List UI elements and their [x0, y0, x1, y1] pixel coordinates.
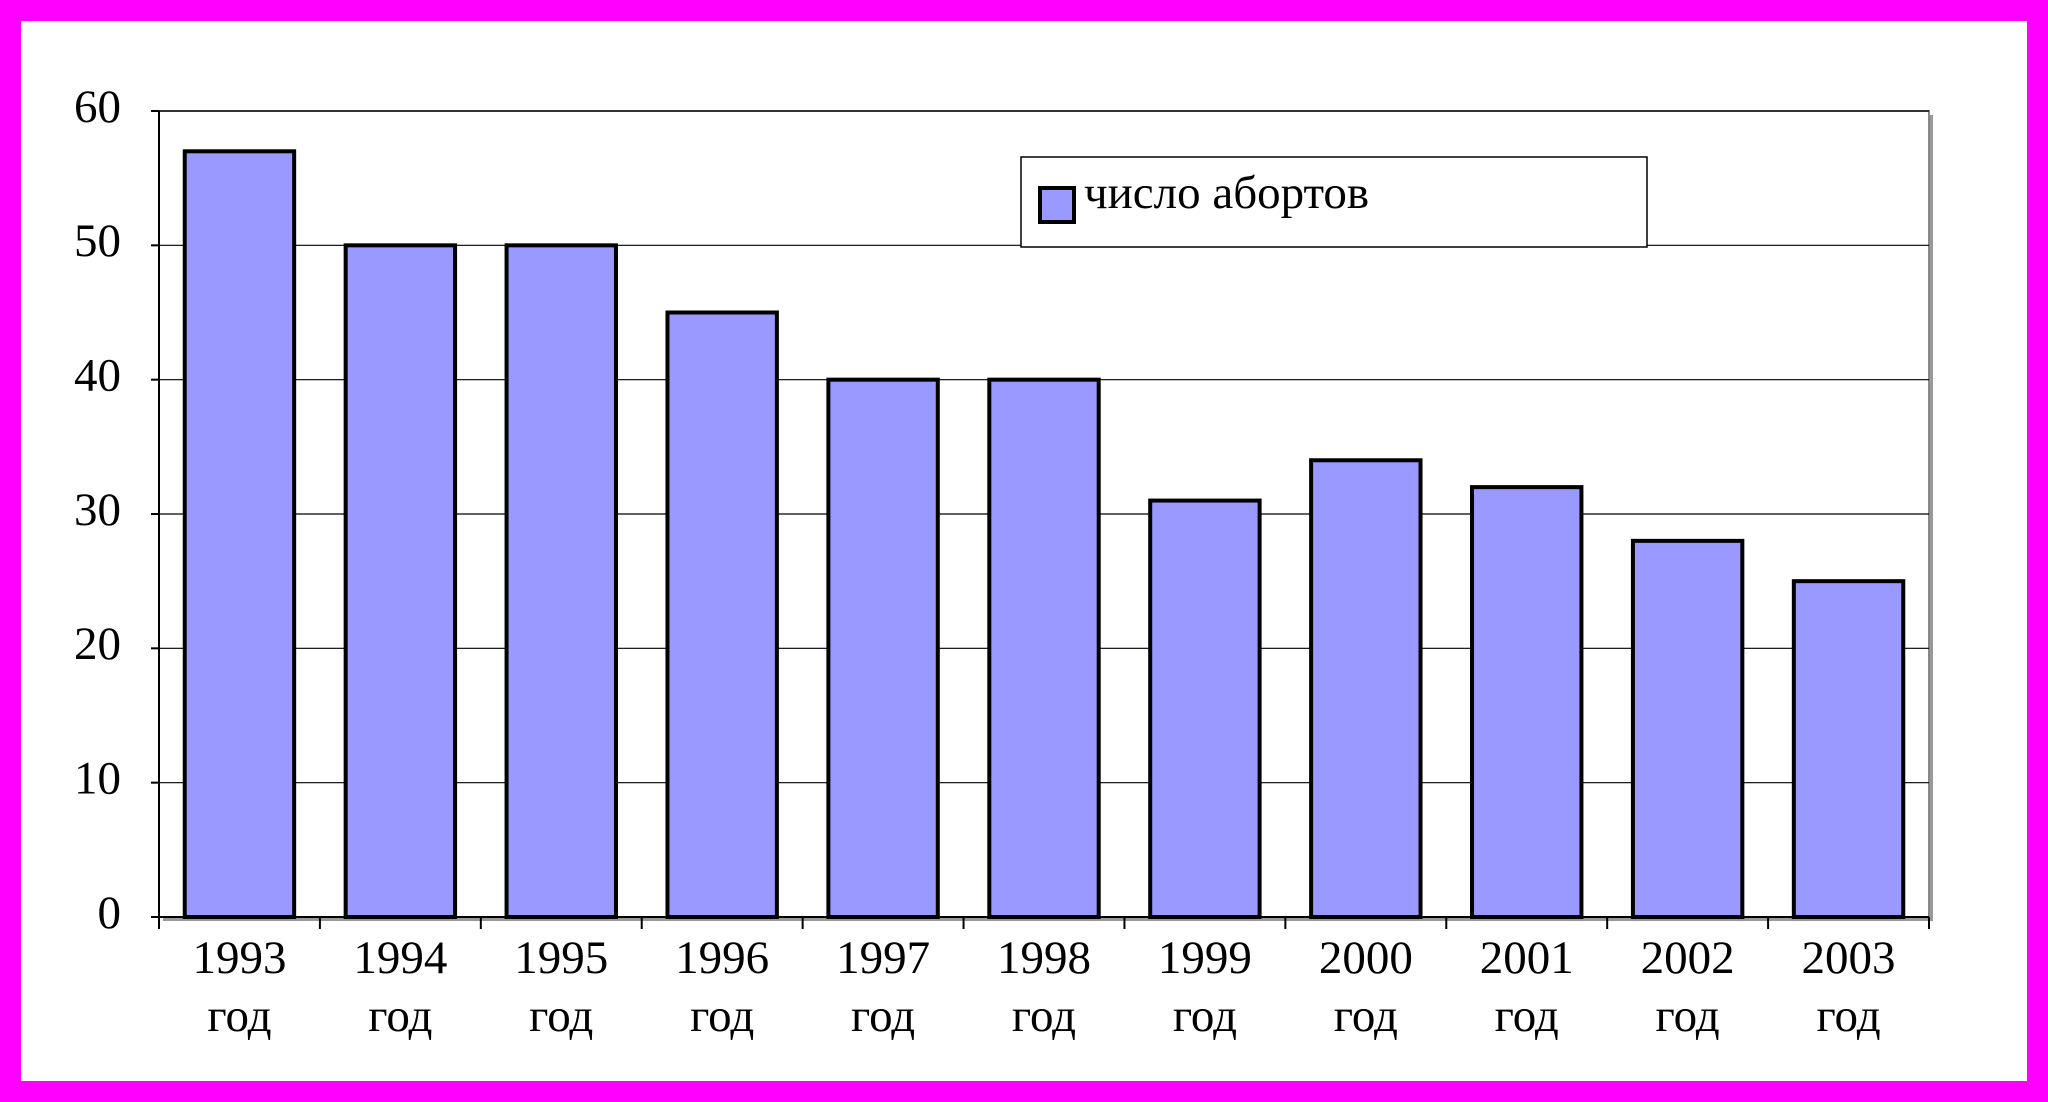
y-tick-label: 30	[74, 484, 121, 536]
bar	[1470, 485, 1584, 919]
bar	[1309, 458, 1423, 919]
y-tick-label: 40	[74, 349, 121, 401]
x-tick-label: 1994 год	[353, 932, 448, 1042]
x-tick-label: 1999 год	[1157, 932, 1252, 1042]
x-tick-label: 2003 год	[1801, 932, 1896, 1042]
x-tick-label: 1995 год	[514, 932, 609, 1042]
legend: число абортов	[1020, 156, 1648, 248]
legend-label: число абортов	[1084, 167, 1369, 219]
y-tick-label: 10	[74, 752, 121, 804]
bar	[665, 310, 779, 919]
bar	[343, 243, 458, 920]
x-tick-label: 2001 год	[1479, 932, 1574, 1042]
bar	[1630, 538, 1745, 919]
legend-box	[1020, 156, 1648, 248]
y-tick-label: 20	[74, 618, 121, 670]
legend-swatch	[1038, 186, 1076, 224]
bar	[987, 377, 1101, 919]
x-tick-label: 2000 год	[1318, 932, 1413, 1042]
bar	[1148, 498, 1262, 919]
y-tick-label: 0	[98, 887, 122, 939]
bar	[1791, 579, 1906, 920]
bar	[504, 243, 618, 920]
bar	[182, 149, 297, 920]
bar	[826, 377, 940, 919]
y-tick-label: 50	[74, 215, 121, 267]
x-tick-label: 2002 год	[1640, 932, 1735, 1042]
x-tick-label: 1997 год	[836, 932, 931, 1042]
y-tick-label: 60	[74, 81, 121, 133]
x-tick-label: 1993 год	[192, 932, 287, 1042]
x-tick-label: 1996 год	[675, 932, 770, 1042]
x-tick-label: 1998 год	[997, 932, 1091, 1042]
